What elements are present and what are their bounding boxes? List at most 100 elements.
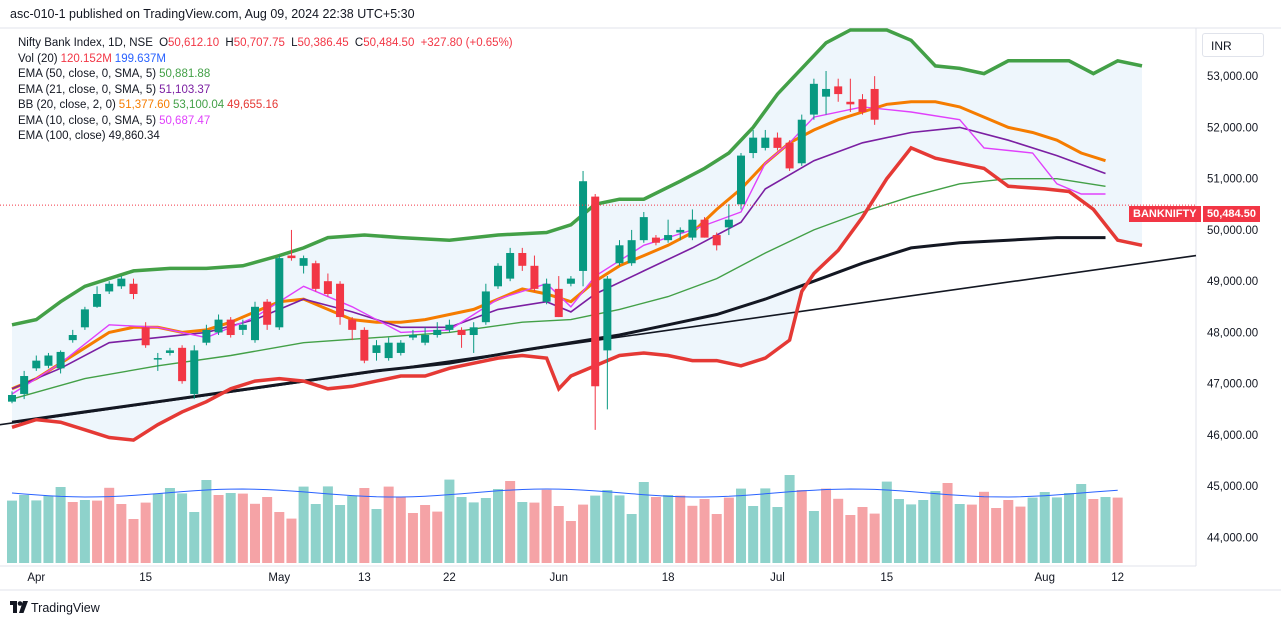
- volume-bar: [92, 500, 103, 563]
- candle-body: [372, 345, 381, 353]
- time-tick-label: Apr: [27, 572, 45, 584]
- candle: [664, 219, 673, 243]
- candle-body: [445, 324, 454, 330]
- candle: [785, 140, 794, 171]
- indicator-value: 49,860.34: [108, 130, 160, 142]
- candle: [627, 229, 636, 266]
- volume-bar: [748, 506, 759, 563]
- candle-body: [287, 255, 296, 259]
- price-tick-label: 50,000.00: [1207, 225, 1258, 237]
- candle: [408, 329, 417, 341]
- volume-bar: [979, 491, 989, 563]
- candle-body: [700, 219, 709, 238]
- tradingview-logo-icon: [10, 601, 28, 613]
- volume-bar: [942, 483, 953, 563]
- indicator-label: EMA (50, close, 0, SMA, 5): [18, 68, 157, 80]
- currency-selector[interactable]: INR: [1202, 33, 1264, 57]
- candle: [822, 71, 831, 115]
- volume-bar: [1064, 493, 1075, 563]
- volume-bar: [845, 515, 856, 563]
- last-price-badge: 50,484.50: [1203, 206, 1260, 222]
- candle-body: [226, 319, 235, 336]
- candle: [32, 355, 41, 371]
- candle-body: [481, 291, 490, 323]
- candle-body: [323, 281, 332, 294]
- top-bar: asc-010-1 published on TradingView.com, …: [0, 0, 1281, 28]
- indicator-label: EMA (21, close, 0, SMA, 5): [18, 83, 157, 96]
- indicator-value: 49,655.16: [227, 99, 279, 111]
- candle: [761, 129, 770, 151]
- candle: [469, 322, 478, 353]
- price-tick-label: 51,000.00: [1207, 174, 1258, 186]
- volume-bar: [638, 482, 649, 563]
- candle: [870, 76, 879, 125]
- volume-bar: [699, 499, 710, 563]
- candle-body: [360, 329, 369, 361]
- tradingview-logo[interactable]: TradingView: [10, 601, 100, 615]
- volume-bar: [164, 488, 175, 563]
- candle-body: [299, 258, 308, 266]
- candle: [542, 278, 551, 305]
- candle: [481, 283, 490, 325]
- candle-body: [68, 335, 77, 341]
- legend-indicator-row: EMA (10, close, 0, SMA, 5) 50,687.47: [18, 114, 516, 130]
- candle: [615, 240, 624, 266]
- candle-body: [688, 219, 697, 238]
- volume-bar: [517, 502, 528, 563]
- volume-bar: [250, 503, 260, 563]
- volume-bar: [626, 514, 637, 563]
- candle-body: [469, 327, 478, 336]
- candle-body: [8, 394, 16, 402]
- volume-bar: [930, 491, 941, 563]
- volume-bar: [1088, 499, 1099, 563]
- candle: [591, 194, 600, 430]
- ohlc-high: H50,707.75: [225, 37, 285, 49]
- volume-bar: [55, 487, 66, 563]
- volume-bar: [116, 504, 127, 563]
- volume-bar: [468, 502, 479, 563]
- candle-body: [846, 101, 855, 105]
- candle-body: [761, 137, 770, 148]
- price-chart[interactable]: 53,000.00 52,000.00 51,000.00 50,000.00 49,0…: [0, 0, 1281, 600]
- volume-bar: [857, 507, 868, 563]
- price-tick-label: 49,000.00: [1207, 276, 1258, 288]
- candle-body: [190, 350, 199, 394]
- symbol-title: Nifty Bank Index, 1D, NSE: [18, 37, 153, 49]
- candle: [457, 327, 466, 348]
- time-tick-label: May: [268, 572, 290, 584]
- time-tick-label: 15: [139, 572, 152, 584]
- volume-bar: [881, 481, 892, 563]
- candle: [348, 317, 357, 341]
- volume-bar: [1027, 497, 1038, 563]
- candle-body: [384, 342, 393, 359]
- volume-bar: [43, 496, 54, 563]
- indicator-label: BB (20, close, 2, 0): [18, 99, 116, 111]
- time-tick-label: 18: [662, 572, 675, 584]
- candle: [360, 327, 369, 364]
- candle: [724, 204, 733, 236]
- ohlc-open: O50,612.10: [159, 37, 220, 49]
- volume-bar: [237, 493, 248, 563]
- candle: [117, 276, 126, 289]
- volume-bar: [529, 502, 540, 563]
- candle: [506, 247, 515, 282]
- ohlc-change: +327.80 (+0.65%): [420, 37, 513, 49]
- candle-body: [737, 155, 745, 205]
- candle-body: [591, 196, 600, 387]
- volume-bar: [383, 486, 394, 563]
- volume-bar: [493, 489, 503, 563]
- candle: [737, 153, 745, 210]
- candle-body: [554, 288, 563, 318]
- volume-bar: [723, 497, 734, 563]
- volume-bar: [918, 500, 929, 563]
- candle: [372, 340, 381, 361]
- volume-ma-line: [11, 488, 1118, 498]
- candle-body: [433, 329, 442, 336]
- candle-body: [615, 245, 624, 264]
- volume-bar: [140, 502, 151, 563]
- volume-bar: [869, 513, 880, 563]
- tradingview-brand: TradingView: [31, 601, 100, 615]
- price-tick-label: 52,000.00: [1207, 122, 1258, 134]
- candle-body: [275, 258, 284, 328]
- candle-body: [797, 119, 806, 164]
